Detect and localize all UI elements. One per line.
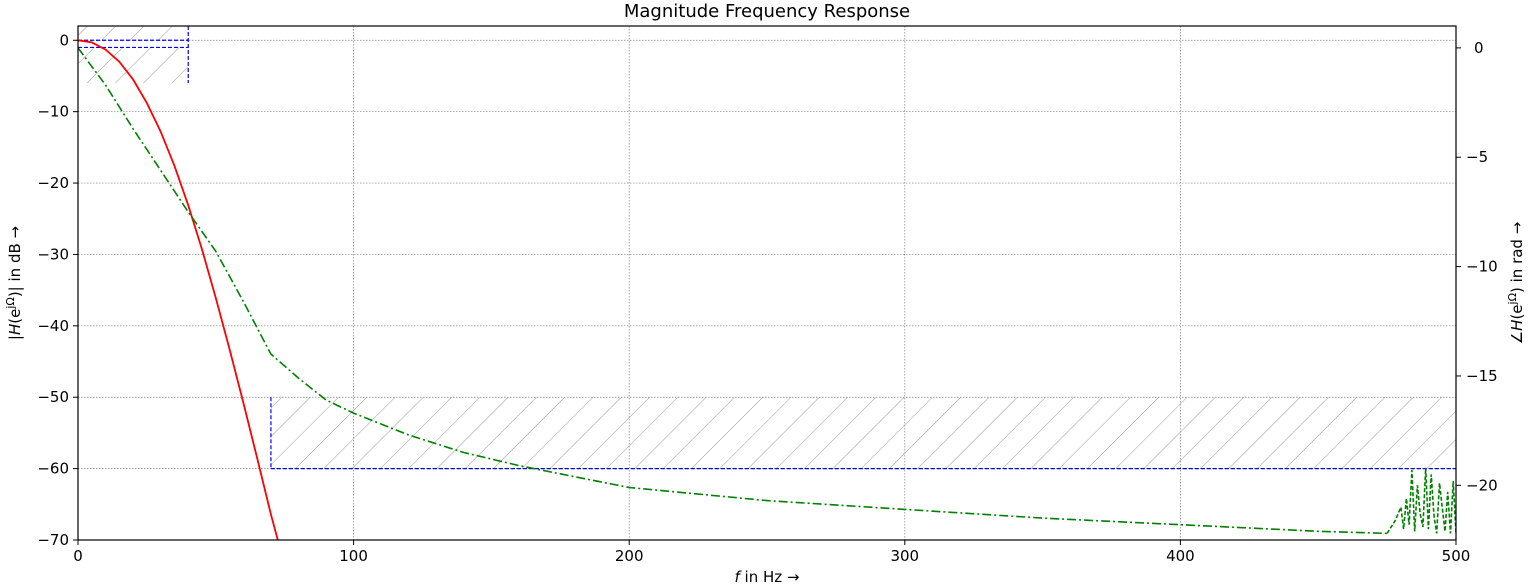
right-axis-ticks: 0 −5 −10 −15 −20 bbox=[1456, 39, 1498, 494]
right-tick-label: −5 bbox=[1466, 148, 1488, 166]
left-tick-label: 0 bbox=[59, 31, 69, 49]
right-tick-label: −15 bbox=[1466, 367, 1498, 385]
right-tick-label: 0 bbox=[1474, 39, 1484, 57]
tolerance-scheme bbox=[78, 26, 1456, 470]
x-tick-label: 500 bbox=[1442, 547, 1471, 565]
chart-title: Magnitude Frequency Response bbox=[624, 1, 910, 22]
x-tick-label: 400 bbox=[1166, 547, 1195, 565]
left-tick-label: −60 bbox=[37, 460, 69, 478]
series-line-2 bbox=[78, 47, 1388, 535]
y-axis-label-left: |H(ejΩ)| in dB → bbox=[4, 226, 24, 340]
series-group bbox=[78, 39, 1456, 540]
left-tick-label: −10 bbox=[37, 103, 69, 121]
plot-frame bbox=[77, 25, 1457, 541]
x-tick-label: 200 bbox=[615, 547, 644, 565]
series-line-1 bbox=[78, 39, 279, 540]
passband-lower-hatch bbox=[78, 47, 189, 84]
x-axis-ticks: 0 100 200 300 400 500 bbox=[73, 540, 1470, 565]
x-tick-label: 100 bbox=[339, 547, 368, 565]
tolerance-hatch-regions bbox=[78, 26, 1456, 469]
passband-upper-hatch bbox=[78, 26, 189, 41]
x-axis-label: f in Hz → bbox=[735, 568, 800, 586]
right-tick-label: −10 bbox=[1466, 258, 1498, 276]
left-tick-label: −40 bbox=[37, 317, 69, 335]
y-axis-label-right: ∠H(ejΩ) in rad → bbox=[1506, 222, 1526, 345]
x-tick-label: 0 bbox=[73, 547, 83, 565]
right-tick-label: −20 bbox=[1466, 476, 1498, 494]
left-tick-label: −50 bbox=[37, 388, 69, 406]
left-tick-label: −70 bbox=[37, 531, 69, 549]
stopband-hatch bbox=[270, 397, 1456, 469]
left-tick-label: −20 bbox=[37, 174, 69, 192]
x-tick-label: 300 bbox=[890, 547, 919, 565]
series-line-3 bbox=[1386, 467, 1456, 534]
left-tick-label: −30 bbox=[37, 245, 69, 263]
left-axis-ticks: 0 −10 −20 −30 −40 −50 −60 −70 bbox=[37, 31, 78, 549]
